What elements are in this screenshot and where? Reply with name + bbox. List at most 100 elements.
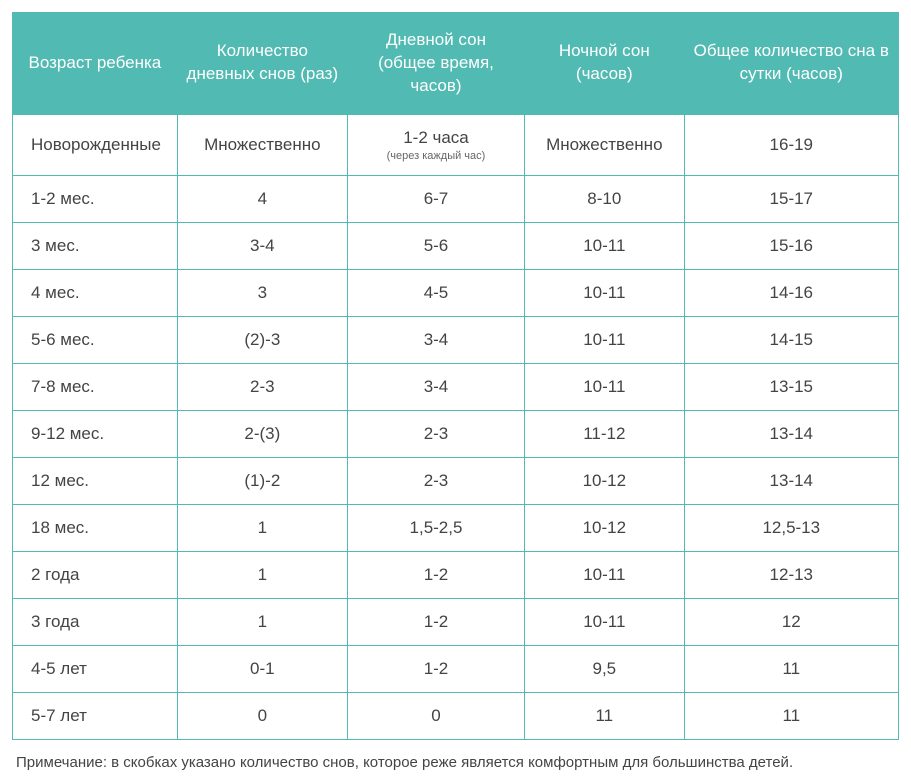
cell-total-sleep: 16-19 xyxy=(684,114,898,175)
cell-day-sleep: 3-4 xyxy=(347,316,524,363)
cell-night-sleep: 10-11 xyxy=(525,316,684,363)
cell-day-sleep-value: 2-3 xyxy=(424,471,449,490)
cell-age: 5-6 мес. xyxy=(13,316,178,363)
cell-age: 12 мес. xyxy=(13,457,178,504)
cell-day-sleep: 5-6 xyxy=(347,222,524,269)
cell-day-sleep: 4-5 xyxy=(347,269,524,316)
table-row: 4-5 лет0-1 1-2 9,511 xyxy=(13,645,899,692)
col-total-sleep: Общее количество сна в сутки (часов) xyxy=(684,13,898,115)
table-row: НоворожденныеМножественно1-2 часа(через … xyxy=(13,114,899,175)
col-night-sleep: Ночной сон (часов) xyxy=(525,13,684,115)
cell-total-sleep: 15-17 xyxy=(684,175,898,222)
cell-naps: (1)-2 xyxy=(177,457,347,504)
cell-age: Новорожденные xyxy=(13,114,178,175)
cell-total-sleep: 13-15 xyxy=(684,363,898,410)
cell-total-sleep: 13-14 xyxy=(684,457,898,504)
cell-total-sleep: 13-14 xyxy=(684,410,898,457)
cell-age: 5-7 лет xyxy=(13,692,178,739)
cell-day-sleep: 6-7 xyxy=(347,175,524,222)
table-row: 4 мес.3 4-5 10-1114-16 xyxy=(13,269,899,316)
cell-day-sleep: 1-2 часа (через каждый час) xyxy=(347,114,524,175)
cell-day-sleep-value: 4-5 xyxy=(424,283,449,302)
cell-age: 9-12 мес. xyxy=(13,410,178,457)
cell-night-sleep: 9,5 xyxy=(525,645,684,692)
cell-day-sleep-value: 5-6 xyxy=(424,236,449,255)
cell-age: 1-2 мес. xyxy=(13,175,178,222)
table-row: 5-6 мес.(2)-3 3-4 10-1114-15 xyxy=(13,316,899,363)
col-naps: Количество дневных снов (раз) xyxy=(177,13,347,115)
footnote: Примечание: в скобках указано количество… xyxy=(12,754,899,771)
cell-night-sleep: 11 xyxy=(525,692,684,739)
cell-naps: 2-3 xyxy=(177,363,347,410)
cell-day-sleep-value: 1-2 xyxy=(424,659,449,678)
cell-naps: 0 xyxy=(177,692,347,739)
cell-day-sleep: 2-3 xyxy=(347,410,524,457)
table-row: 7-8 мес.2-3 3-4 10-1113-15 xyxy=(13,363,899,410)
table-row: 18 мес.1 1,5-2,5 10-1212,5-13 xyxy=(13,504,899,551)
cell-night-sleep: 10-12 xyxy=(525,504,684,551)
cell-naps: (2)-3 xyxy=(177,316,347,363)
cell-day-sleep-value: 3-4 xyxy=(424,330,449,349)
cell-total-sleep: 12 xyxy=(684,598,898,645)
col-day-sleep: Дневной сон (общее время, часов) xyxy=(347,13,524,115)
cell-age: 2 года xyxy=(13,551,178,598)
table-row: 5-7 лет001111 xyxy=(13,692,899,739)
cell-naps: 3 xyxy=(177,269,347,316)
cell-age: 4 мес. xyxy=(13,269,178,316)
cell-day-sleep-value: 6-7 xyxy=(424,189,449,208)
cell-age: 3 года xyxy=(13,598,178,645)
cell-night-sleep: 10-11 xyxy=(525,551,684,598)
table-body: НоворожденныеМножественно1-2 часа(через … xyxy=(13,114,899,739)
cell-total-sleep: 11 xyxy=(684,692,898,739)
table-row: 3 года1 1-2 10-1112 xyxy=(13,598,899,645)
cell-day-sleep-value: 2-3 xyxy=(424,424,449,443)
cell-night-sleep: 10-11 xyxy=(525,222,684,269)
col-age: Возраст ребенка xyxy=(13,13,178,115)
cell-naps: 3-4 xyxy=(177,222,347,269)
cell-total-sleep: 12-13 xyxy=(684,551,898,598)
cell-naps: 1 xyxy=(177,598,347,645)
cell-total-sleep: 15-16 xyxy=(684,222,898,269)
cell-night-sleep: 8-10 xyxy=(525,175,684,222)
cell-day-sleep: 0 xyxy=(347,692,524,739)
cell-naps: Множественно xyxy=(177,114,347,175)
cell-naps: 4 xyxy=(177,175,347,222)
cell-total-sleep: 14-15 xyxy=(684,316,898,363)
sleep-schedule-table: Возраст ребенка Количество дневных снов … xyxy=(12,12,899,740)
cell-age: 7-8 мес. xyxy=(13,363,178,410)
cell-night-sleep: 11-12 xyxy=(525,410,684,457)
cell-total-sleep: 12,5-13 xyxy=(684,504,898,551)
cell-naps: 1 xyxy=(177,504,347,551)
cell-naps: 1 xyxy=(177,551,347,598)
cell-day-sleep: 2-3 xyxy=(347,457,524,504)
cell-day-sleep: 1-2 xyxy=(347,645,524,692)
cell-naps: 2-(3) xyxy=(177,410,347,457)
table-row: 9-12 мес.2-(3) 2-3 11-1213-14 xyxy=(13,410,899,457)
cell-day-sleep-value: 1,5-2,5 xyxy=(410,518,463,537)
table-row: 2 года1 1-2 10-1112-13 xyxy=(13,551,899,598)
cell-night-sleep: 10-11 xyxy=(525,269,684,316)
table-row: 1-2 мес.4 6-7 8-1015-17 xyxy=(13,175,899,222)
cell-day-sleep: 3-4 xyxy=(347,363,524,410)
cell-total-sleep: 11 xyxy=(684,645,898,692)
cell-day-sleep-value: 3-4 xyxy=(424,377,449,396)
table-row: 3 мес.3-4 5-6 10-1115-16 xyxy=(13,222,899,269)
cell-day-sleep-value: 1-2 часа xyxy=(403,128,469,147)
cell-total-sleep: 14-16 xyxy=(684,269,898,316)
cell-night-sleep: 10-11 xyxy=(525,363,684,410)
table-row: 12 мес.(1)-22-310-1213-14 xyxy=(13,457,899,504)
cell-day-sleep-value: 0 xyxy=(431,706,440,725)
cell-day-sleep: 1-2 xyxy=(347,551,524,598)
cell-day-sleep-note: (через каждый час) xyxy=(356,150,516,162)
cell-day-sleep-value: 1-2 xyxy=(424,565,449,584)
cell-age: 3 мес. xyxy=(13,222,178,269)
cell-naps: 0-1 xyxy=(177,645,347,692)
cell-night-sleep: 10-11 xyxy=(525,598,684,645)
cell-age: 18 мес. xyxy=(13,504,178,551)
table-header: Возраст ребенка Количество дневных снов … xyxy=(13,13,899,115)
cell-day-sleep: 1-2 xyxy=(347,598,524,645)
cell-age: 4-5 лет xyxy=(13,645,178,692)
cell-day-sleep-value: 1-2 xyxy=(424,612,449,631)
cell-night-sleep: Множественно xyxy=(525,114,684,175)
cell-day-sleep: 1,5-2,5 xyxy=(347,504,524,551)
